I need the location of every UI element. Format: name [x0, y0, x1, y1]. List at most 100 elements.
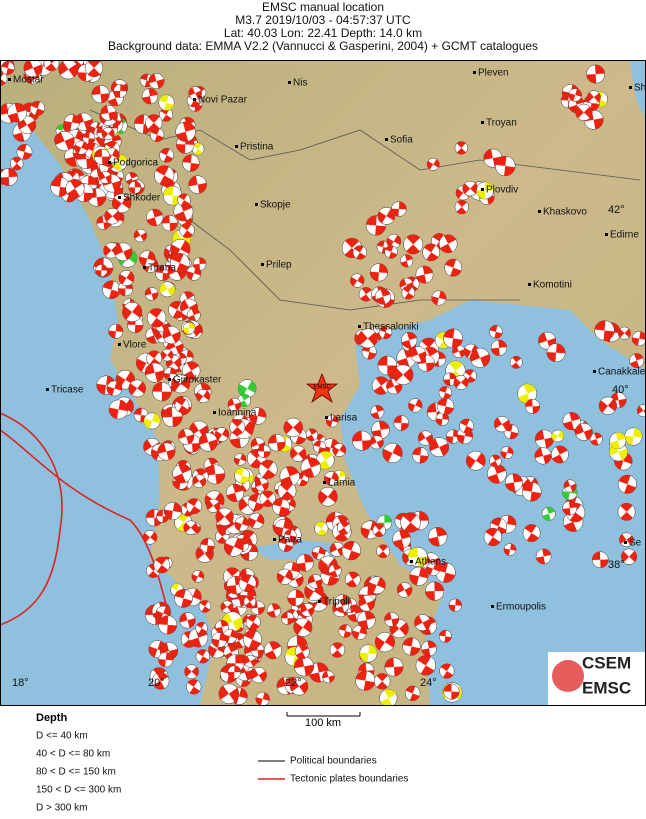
ball-quadrant	[373, 376, 389, 395]
focal-mechanism	[7, 102, 27, 123]
focal-mechanism	[329, 642, 346, 658]
focal-mechanism	[344, 571, 361, 588]
ball-quadrant	[178, 193, 190, 207]
ball-quadrant	[281, 611, 294, 625]
ball-quadrant	[200, 538, 215, 553]
focal-mechanisms	[0, 60, 646, 705]
focal-mechanism	[357, 610, 376, 630]
focal-mechanism	[314, 521, 329, 536]
ball-quadrant	[370, 263, 388, 282]
ball-quadrant	[308, 574, 323, 589]
focal-mechanism	[350, 273, 365, 288]
focal-mechanism	[534, 429, 554, 449]
ball-quadrant	[456, 200, 467, 214]
focal-mechanism	[420, 640, 437, 657]
focal-mechanism	[313, 440, 327, 454]
focal-mechanism	[454, 141, 468, 155]
ball-quadrant	[255, 692, 270, 705]
focal-mechanism	[171, 374, 191, 394]
ball-quadrant	[331, 642, 344, 658]
legend-line: Tectonic plates boundaries	[290, 774, 408, 785]
focal-mechanism	[374, 288, 392, 305]
focal-mechanism	[386, 233, 402, 249]
focal-mechanism	[229, 419, 246, 435]
focal-mechanism	[248, 407, 267, 425]
ball-quadrant	[17, 144, 32, 160]
ball-quadrant	[250, 668, 267, 682]
focal-mechanism	[384, 245, 398, 259]
focal-mechanism	[415, 265, 434, 284]
ball-quadrant	[536, 548, 552, 565]
ball-quadrant	[374, 523, 385, 537]
ball-quadrant	[58, 61, 79, 78]
ball-quadrant	[491, 339, 507, 356]
focal-mechanism	[336, 520, 352, 535]
city-marker	[528, 283, 531, 286]
city-marker	[358, 325, 361, 328]
ball-quadrant	[368, 577, 386, 594]
ball-quadrant	[94, 148, 110, 165]
focal-mechanism	[377, 355, 398, 376]
ball-quadrant	[503, 543, 517, 556]
ball-quadrant	[322, 671, 335, 683]
city-marker	[168, 378, 171, 381]
ball-quadrant	[239, 574, 256, 592]
focal-mechanism	[215, 620, 229, 634]
focal-mechanism	[91, 85, 110, 104]
ball-quadrant	[293, 619, 313, 635]
ball-quadrant	[346, 571, 360, 588]
focal-mechanism	[182, 154, 200, 172]
city-label: Komotini	[533, 280, 572, 291]
ball-quadrant	[312, 546, 325, 560]
ball-quadrant	[196, 390, 210, 402]
ball-quadrant	[199, 600, 210, 613]
city-label: Lamia	[328, 478, 356, 489]
focal-mechanism	[147, 308, 167, 328]
focal-mechanism	[318, 486, 338, 507]
focal-mechanism	[374, 632, 395, 653]
focal-mechanism	[153, 556, 171, 574]
focal-mechanism	[254, 477, 269, 492]
city-label: Tripoli	[323, 597, 350, 608]
ball-quadrant	[160, 148, 174, 163]
focal-mechanism	[470, 347, 491, 368]
ball-quadrant	[158, 615, 177, 635]
focal-mechanism	[281, 611, 295, 625]
event: M3.7 2019/10/03 - 04:57:37 UTC	[235, 13, 411, 27]
ball-quadrant	[133, 229, 147, 242]
ball-quadrant	[494, 417, 510, 431]
ball-quadrant	[296, 554, 314, 572]
ball-quadrant	[313, 440, 326, 454]
focal-mechanism	[373, 673, 391, 690]
ball-quadrant	[412, 447, 429, 464]
legend-title: Depth	[36, 712, 67, 724]
focal-mechanism	[182, 361, 201, 380]
ball-quadrant	[215, 428, 230, 441]
city-label: Athens	[415, 557, 446, 568]
ball-quadrant	[287, 589, 305, 607]
ball-quadrant	[54, 132, 75, 150]
focal-mechanism	[591, 551, 609, 569]
focal-mechanism	[195, 621, 208, 635]
ball-quadrant	[456, 141, 466, 155]
focal-mechanism	[233, 453, 247, 466]
ball-quadrant	[354, 245, 366, 260]
ball-quadrant	[23, 60, 43, 77]
ball-quadrant	[182, 154, 200, 172]
ball-quadrant	[546, 343, 566, 362]
ball-quadrant	[525, 399, 540, 414]
focal-mechanism	[522, 524, 541, 542]
focal-mechanism	[195, 649, 210, 664]
focal-mechanism	[377, 207, 396, 225]
focal-mechanism	[332, 443, 347, 457]
ball-quadrant	[599, 398, 617, 413]
focal-mechanism	[257, 444, 271, 458]
city-label: Podgorica	[113, 158, 158, 169]
ball-quadrant	[188, 87, 202, 100]
ball-quadrant	[178, 429, 195, 445]
city-marker	[593, 370, 596, 373]
ball-quadrant	[238, 380, 257, 397]
focal-mechanism	[289, 677, 309, 696]
focal-mechanism	[311, 546, 325, 560]
focal-mechanism	[152, 381, 172, 402]
